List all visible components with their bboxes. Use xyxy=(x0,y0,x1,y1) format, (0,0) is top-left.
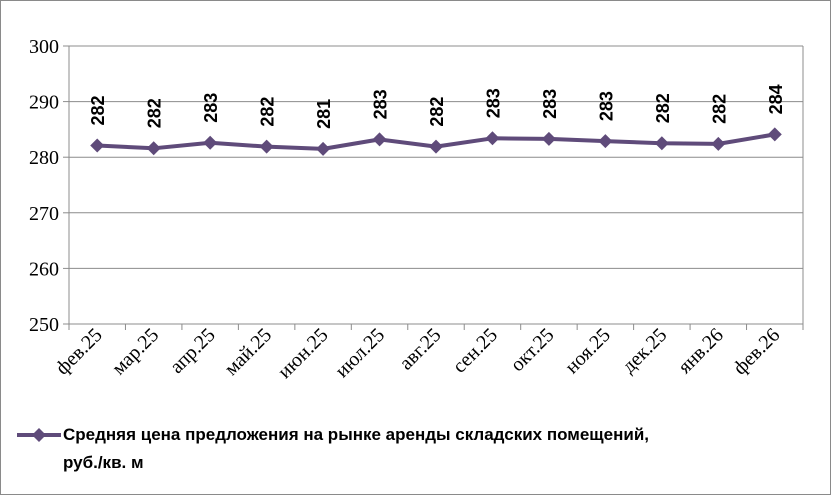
data-label: 283 xyxy=(483,88,503,118)
data-label: 284 xyxy=(766,84,786,114)
x-tick-label: мар.25 xyxy=(108,324,163,379)
data-point xyxy=(485,131,500,146)
data-point xyxy=(372,132,387,147)
data-point xyxy=(767,127,782,142)
x-tick-label: апр.25 xyxy=(166,324,220,378)
data-label: 282 xyxy=(427,97,447,127)
x-tick-label: июл.25 xyxy=(331,324,389,382)
data-label: 283 xyxy=(540,89,560,119)
data-label: 282 xyxy=(258,97,278,127)
y-tick-label: 290 xyxy=(29,92,59,114)
data-point xyxy=(711,136,726,151)
x-tick-label: фев.25 xyxy=(51,324,106,379)
data-point xyxy=(259,139,274,154)
legend-marker-icon xyxy=(17,428,61,442)
data-point xyxy=(598,134,613,149)
data-label: 282 xyxy=(709,94,729,124)
series-line xyxy=(90,127,782,156)
data-point xyxy=(203,135,218,150)
x-tick-label: дек.25 xyxy=(618,324,672,378)
data-point xyxy=(146,141,161,156)
y-tick-label: 280 xyxy=(29,147,59,169)
x-tick-label: ноя.25 xyxy=(561,324,615,378)
x-tick-label: фев.26 xyxy=(729,324,784,379)
data-point xyxy=(90,138,105,153)
data-label: 282 xyxy=(88,95,108,125)
data-label: 283 xyxy=(201,93,221,123)
x-tick-label: сен.25 xyxy=(448,324,502,378)
legend-label-line2: руб./кв. м xyxy=(63,453,144,472)
y-tick-label: 250 xyxy=(29,314,59,336)
data-labels: 282 282 283 282 281 283 282 283 283 283 282 282 284 xyxy=(88,84,786,129)
x-tick-label: май.25 xyxy=(220,324,276,380)
data-label: 282 xyxy=(653,93,673,123)
x-tick-label: окт.25 xyxy=(506,324,558,376)
x-tick-label: июн.25 xyxy=(274,324,333,383)
data-point xyxy=(541,131,556,146)
data-point xyxy=(316,141,331,156)
data-label: 281 xyxy=(314,99,334,129)
y-tick-label: 300 xyxy=(29,36,59,58)
data-point xyxy=(654,136,669,151)
y-tick-label: 260 xyxy=(29,258,59,280)
legend-label: Средняя цена предложения на рынке аренды… xyxy=(63,421,825,477)
legend: Средняя цена предложения на рынке аренды… xyxy=(15,421,825,477)
x-tick-label: янв.26 xyxy=(674,324,728,378)
data-label: 282 xyxy=(145,98,165,128)
gridlines xyxy=(69,45,803,325)
x-tick-label: авг.25 xyxy=(395,324,445,374)
data-label: 283 xyxy=(596,91,616,121)
axes: 250 260 270 280 290 300 фев.25 мар.25 апр.25 май.… xyxy=(29,36,804,383)
data-point xyxy=(429,139,443,154)
data-label: 283 xyxy=(371,89,391,119)
y-tick-label: 270 xyxy=(29,203,59,225)
legend-label-line1: Средняя цена предложения на рынке аренды… xyxy=(63,425,649,444)
